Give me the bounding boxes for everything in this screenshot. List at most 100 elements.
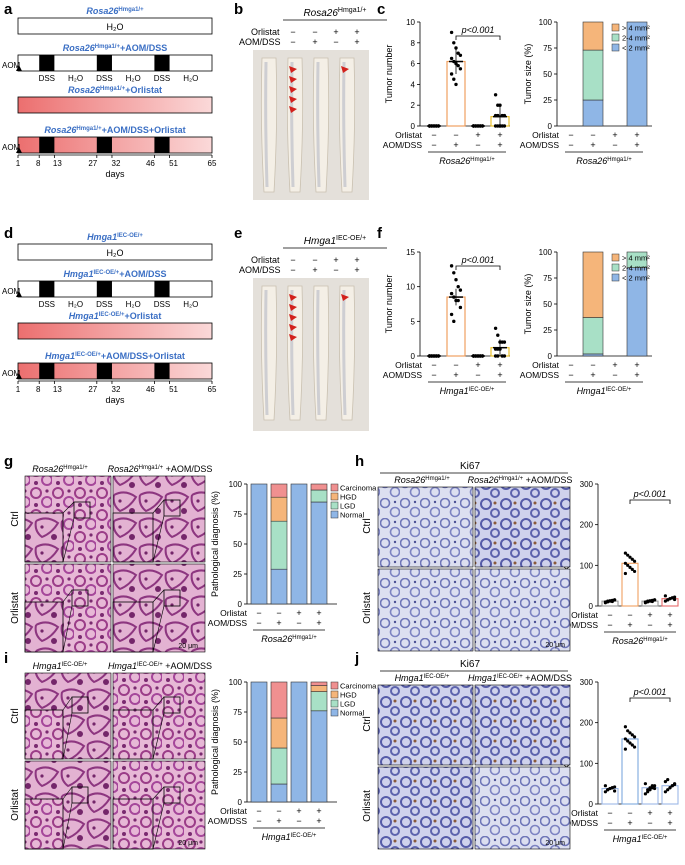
data-point (454, 82, 458, 87)
data-point (653, 784, 657, 788)
orlistat-sign: − (590, 130, 595, 140)
stacked-segment (270, 783, 288, 803)
y-tick-label: 10 (406, 283, 415, 292)
aomdss-sign: − (568, 140, 573, 150)
data-point (648, 786, 652, 790)
schema-tick-label: 13 (53, 159, 62, 168)
schema-bar (17, 96, 213, 114)
y-tick-label: 25 (233, 768, 242, 777)
data-point (613, 598, 617, 602)
aomdss-sign: − (256, 618, 261, 628)
aomdss-row-label: AOM/DSS (383, 370, 423, 380)
stacked-segment (626, 251, 648, 268)
legend-label: Normal (340, 511, 365, 520)
schema-group-title: Hmga1IEC-OE/++AOM/DSS+Orlistat (45, 351, 185, 361)
aom-arrow-icon (16, 373, 22, 379)
stacked-segment (310, 691, 328, 712)
ihc-h: Ki67 Rosa26Hmga1/+ Rosa26Hmga1/+ +AOM/DS… (362, 461, 572, 652)
schema-phase-label: H₂O (183, 74, 198, 83)
legend-swatch (330, 708, 339, 717)
hist-g-inset-1 (24, 512, 64, 563)
photo-e-title: Hmga1IEC-OE/+ (304, 235, 366, 247)
data-point (498, 124, 502, 128)
schema-water-label: H₂O (107, 22, 124, 32)
schema-aom-label: AOM (2, 287, 21, 296)
schema-group-title: Rosa26Hmga1/++Orlistat (68, 85, 162, 95)
legend-swatch (611, 273, 620, 282)
y-tick-label: 100 (229, 480, 243, 489)
orlistat-sign: + (667, 808, 672, 818)
aomdss-row-label: AOM/DSS (520, 140, 560, 150)
colon-specimen (338, 285, 356, 421)
aomdss-sign: + (316, 816, 321, 826)
stacked-segment (582, 251, 604, 318)
data-point (623, 571, 628, 576)
data-point (666, 788, 670, 792)
data-point (452, 295, 456, 299)
data-point (628, 731, 632, 735)
stacked-segment (270, 717, 288, 749)
genotype-label: Hmga1IEC-OE/+ (262, 832, 317, 842)
data-point (663, 594, 668, 598)
data-point (650, 599, 654, 604)
data-point (493, 326, 498, 330)
hist-i-row1: Ctrl (10, 708, 21, 724)
schema-dss-block (39, 137, 55, 153)
schema-aom-label: AOM (2, 143, 21, 152)
aomdss-row-label: AOM/DSS (559, 818, 599, 828)
chart-c-tumor-number: 0 2 4 6 8 10 Tumor number p<0.001 OrlistatAOM/DS… (383, 18, 510, 166)
schema-group-title: Hmga1IEC-OE/+ (87, 232, 143, 242)
data-point (628, 565, 632, 569)
panel-letter-h: h (355, 453, 364, 470)
colon-specimen (312, 57, 330, 193)
data-point (456, 284, 460, 289)
schema-tick-label: 1 (16, 159, 21, 168)
photo-aomdss-sign: − (333, 265, 338, 275)
aom-arrow-icon (16, 65, 22, 71)
data-point (452, 319, 456, 324)
schema-dss-block (154, 55, 170, 71)
y-tick-label: 100 (539, 18, 553, 27)
aomdss-sign: − (256, 816, 261, 826)
aomdss-sign: − (431, 140, 436, 150)
data-point (630, 743, 634, 747)
mean-bar (621, 562, 639, 607)
y-tick-label: 0 (548, 122, 553, 131)
genotype-label: Hmga1IEC-OE/+ (613, 834, 668, 844)
schema-days-label: days (105, 395, 125, 405)
legend-label: > 4 mm² (622, 24, 650, 33)
stacked-segment (582, 317, 604, 355)
data-point (454, 61, 458, 66)
schema-phase-label: DSS (39, 74, 55, 83)
photo-orlistat-sign: + (333, 27, 338, 37)
schema-bar (17, 17, 213, 35)
data-point (496, 113, 500, 118)
ihc-h-title: Ki67 (460, 461, 480, 472)
orlistat-sign: − (276, 806, 281, 816)
ihc-j-img-3 (377, 766, 474, 850)
legend-label: LGD (340, 700, 356, 709)
data-point (496, 354, 500, 358)
orlistat-sign: − (453, 360, 458, 370)
schema-a: Rosa26Hmga1/+ H₂O Rosa26Hmga1/++AOM/DSS AOM… (2, 6, 217, 179)
y-tick-label: 0 (238, 798, 243, 807)
data-point (458, 53, 463, 57)
y-tick-label: 50 (233, 738, 242, 747)
photo-orlistat-sign: + (354, 255, 359, 265)
mean-bar (621, 738, 639, 805)
data-point (449, 312, 454, 317)
stacked-segment (270, 483, 288, 498)
stacked-segment (270, 568, 288, 605)
legend-swatch (611, 43, 620, 52)
y-tick-label: 0 (589, 800, 594, 809)
y-tick-label: 25 (543, 326, 552, 335)
data-point (643, 782, 648, 786)
ihc-h-row2: Orlistat (362, 592, 373, 624)
y-tick-label: 300 (580, 678, 594, 687)
data-point (498, 103, 502, 107)
orlistat-sign: − (568, 360, 573, 370)
genotype-label: Rosa26Hmga1/+ (576, 156, 632, 166)
y-axis-label: Tumor size (%) (523, 44, 533, 105)
genotype-label: Rosa26Hmga1/+ (261, 634, 317, 644)
